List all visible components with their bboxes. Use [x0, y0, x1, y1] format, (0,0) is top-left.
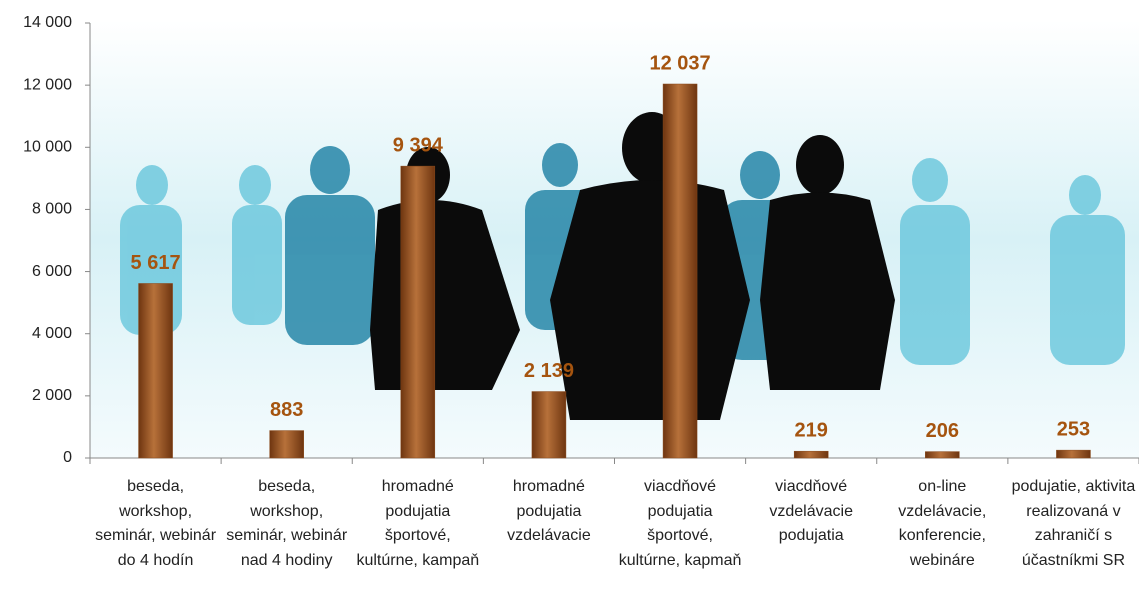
value-label: 883 — [270, 399, 303, 421]
y-tick-label: 4 000 — [32, 325, 72, 342]
x-tick-label: podujatie, aktivita realizovaná v zahran… — [1011, 478, 1136, 569]
bar — [793, 450, 829, 459]
value-label: 219 — [795, 419, 828, 441]
bar — [531, 391, 567, 459]
y-tick-label: 12 000 — [23, 76, 72, 93]
x-tick-label: viacdňové podujatia športové, kultúrne, … — [618, 478, 742, 569]
bar — [138, 283, 173, 459]
bar — [400, 165, 436, 459]
value-label: 2 139 — [524, 360, 574, 382]
y-tick-label: 8 000 — [32, 201, 72, 218]
value-label: 253 — [1057, 418, 1090, 440]
y-tick-label: 2 000 — [32, 387, 72, 404]
value-label: 206 — [926, 420, 959, 442]
value-label: 5 617 — [131, 252, 181, 274]
y-tick-label: 6 000 — [32, 263, 72, 280]
x-tick-label: hromadné podujatia vzdelávacie — [507, 478, 591, 544]
x-tick-label: on-line vzdelávacie, konferencie, webiná… — [898, 478, 987, 569]
value-label: 9 394 — [393, 134, 444, 156]
x-tick-label: hromadné podujatia športové, kultúrne, k… — [356, 478, 480, 569]
x-tick-label: beseda, workshop, seminár, webinár nad 4… — [226, 478, 348, 569]
bar — [1056, 449, 1091, 459]
y-tick-label: 0 — [63, 449, 72, 466]
bar — [269, 430, 304, 459]
x-tick-label: viacdňové vzdelávacie podujatia — [769, 478, 853, 544]
bar — [925, 451, 960, 459]
background — [90, 20, 1139, 458]
value-label: 12 037 — [649, 52, 710, 74]
x-tick-label: beseda, workshop, seminár, webinár do 4 … — [95, 478, 217, 569]
y-tick-label: 14 000 — [23, 14, 72, 31]
bar — [662, 83, 698, 459]
y-tick-label: 10 000 — [23, 139, 72, 156]
